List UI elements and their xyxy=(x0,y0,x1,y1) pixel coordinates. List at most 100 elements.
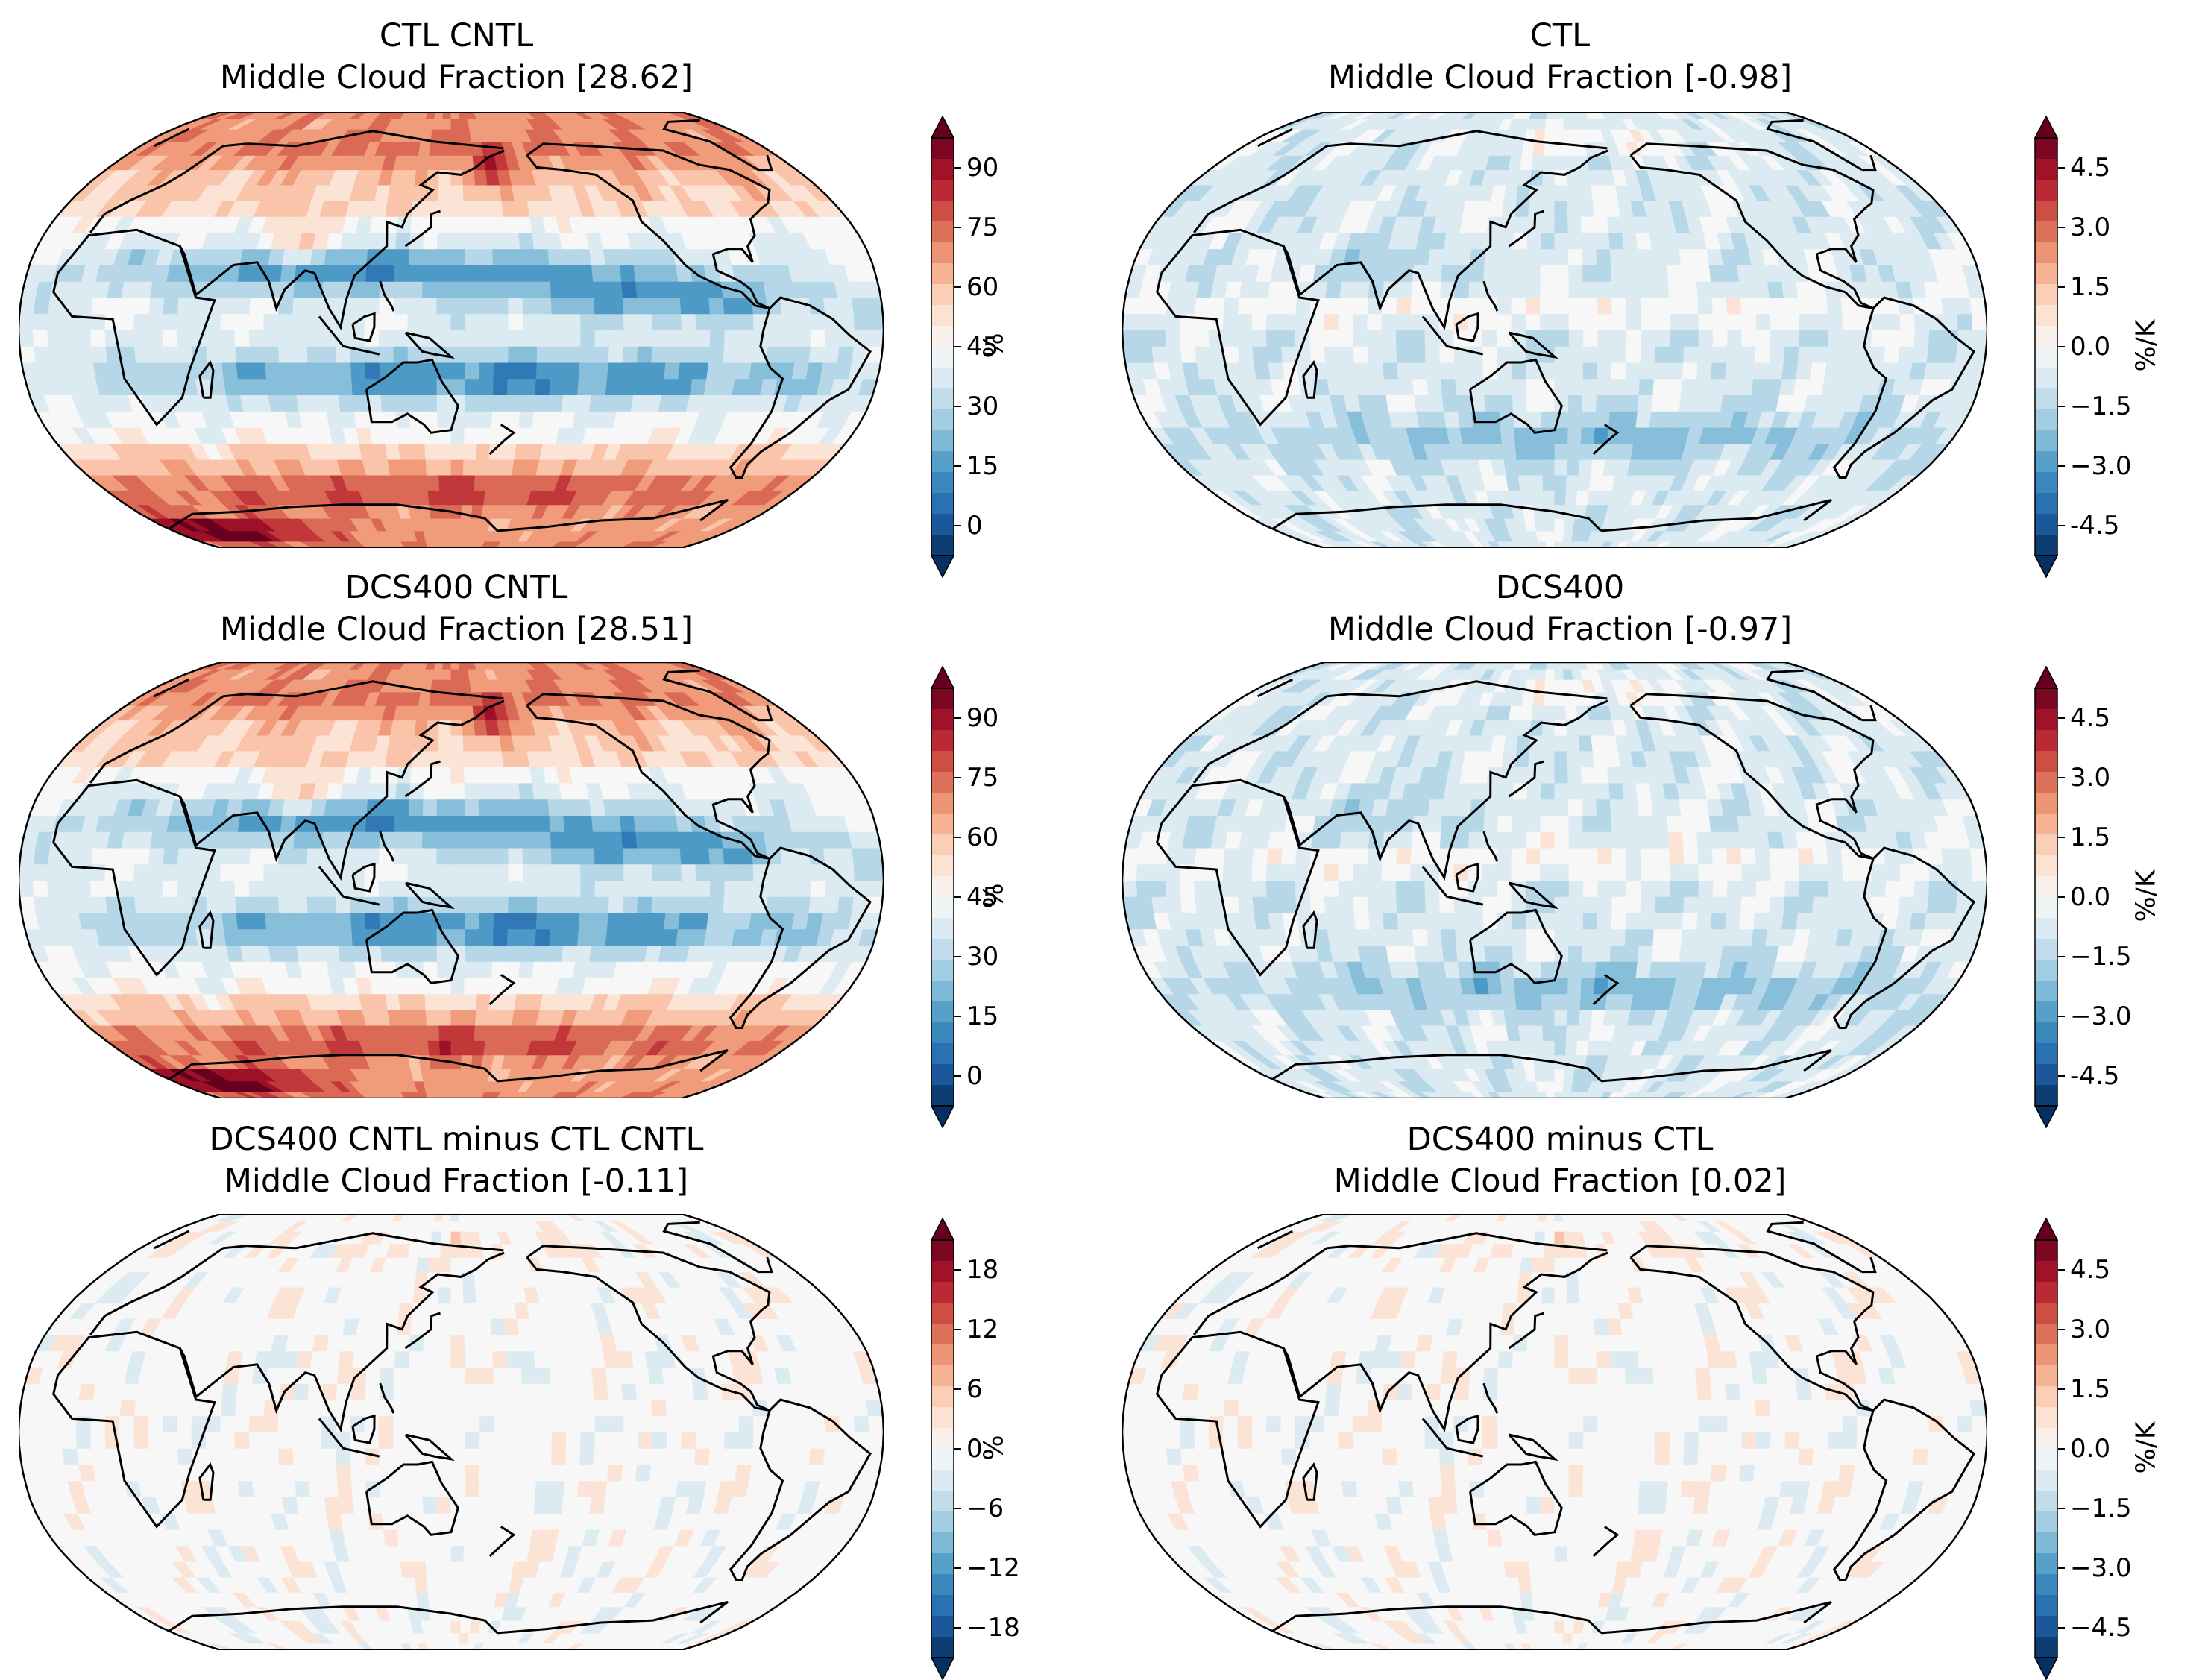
colorbar-segment xyxy=(931,159,954,180)
colorbar-segment xyxy=(931,876,954,898)
panel-title-line1: DCS400 CNTL minus CTL CNTL xyxy=(0,1119,978,1160)
colorbar-tick-mark xyxy=(954,1329,961,1330)
colorbar-segment xyxy=(2035,960,2057,981)
colorbar-segment xyxy=(931,201,954,222)
colorbar-segment xyxy=(931,1511,954,1533)
colorbar-extend-min xyxy=(2035,1658,2057,1679)
colorbar-tick-mark xyxy=(954,465,961,467)
colorbar-segment xyxy=(931,326,954,347)
field-cells xyxy=(19,1214,884,1650)
panel-title-line2: Middle Cloud Fraction [0.02] xyxy=(1038,1160,2082,1202)
colorbar-segment xyxy=(931,709,954,731)
colorbar-segment xyxy=(2035,1261,2057,1283)
colorbar-segment xyxy=(2035,751,2057,773)
colorbar-segment xyxy=(931,535,954,556)
colorbar-segment xyxy=(931,1637,954,1658)
colorbar-segment xyxy=(2035,409,2057,431)
colorbar xyxy=(931,116,954,578)
colorbar-tick-mark xyxy=(954,837,961,838)
colorbar-tick-label: 90 xyxy=(966,703,998,733)
colorbar-segment xyxy=(931,1428,954,1450)
colorbar-tick-mark xyxy=(2058,896,2065,898)
colorbar-tick-mark xyxy=(954,286,961,288)
colorbar-extend-min xyxy=(931,1658,954,1679)
colorbar-segment xyxy=(931,1407,954,1429)
colorbar-tick-mark xyxy=(954,227,961,228)
colorbar xyxy=(2034,666,2058,1128)
colorbar-segment xyxy=(931,1282,954,1303)
panel-title-line1: DCS400 CNTL xyxy=(0,567,978,608)
colorbar-segment xyxy=(931,1043,954,1065)
colorbar-segment xyxy=(2035,918,2057,940)
colorbar-segment xyxy=(2035,138,2057,160)
colorbar-segment xyxy=(2035,1240,2057,1262)
colorbar-segment xyxy=(2035,159,2057,180)
colorbar-unit-label: % xyxy=(979,852,1010,941)
colorbar-tick-label: -4.5 xyxy=(2070,511,2119,541)
colorbar xyxy=(2034,116,2058,578)
colorbar-segment xyxy=(2035,772,2057,793)
colorbar-segment xyxy=(2035,688,2057,710)
colorbar-segment xyxy=(2035,981,2057,1002)
colorbar-tick-mark xyxy=(2058,777,2065,778)
colorbar-segment xyxy=(2035,1574,2057,1596)
colorbar-segment xyxy=(931,451,954,473)
colorbar-segment xyxy=(931,1344,954,1366)
colorbar-segment xyxy=(931,1261,954,1283)
field-cells xyxy=(19,662,884,1098)
colorbar-segment xyxy=(931,1324,954,1345)
colorbar-segment xyxy=(931,751,954,773)
colorbar-tick-label: 30 xyxy=(966,942,998,972)
colorbar-segment xyxy=(931,305,954,327)
colorbar-extend-max xyxy=(2035,116,2057,138)
colorbar-unit-label: %/K xyxy=(2131,852,2162,941)
colorbar-segment xyxy=(931,1365,954,1387)
colorbar-tick-label: −3.0 xyxy=(2070,1553,2132,1583)
colorbar-tick-label: −1.5 xyxy=(2070,1494,2132,1523)
colorbar-segment xyxy=(931,1386,954,1408)
colorbar-tick-label: 0.0 xyxy=(2070,1434,2110,1464)
colorbar-tick-mark xyxy=(954,1269,961,1271)
colorbar-tick-label: 30 xyxy=(966,391,998,421)
colorbar-tick-mark xyxy=(2058,1567,2065,1569)
colorbar-extend-max xyxy=(931,1218,954,1240)
colorbar-tick-label: 4.5 xyxy=(2070,1255,2110,1285)
colorbar-segment xyxy=(2035,730,2057,752)
colorbar-tick-label: -4.5 xyxy=(2070,1061,2119,1091)
colorbar-segment xyxy=(931,834,954,856)
colorbar-tick-label: −3.0 xyxy=(2070,1001,2132,1031)
colorbar-segment xyxy=(2035,1064,2057,1086)
colorbar-segment xyxy=(2035,855,2057,877)
colorbar-segment xyxy=(2035,1553,2057,1575)
colorbar-tick-mark xyxy=(2058,1448,2065,1450)
map-panel xyxy=(1122,662,1987,1098)
colorbar-tick-mark xyxy=(2058,1329,2065,1330)
colorbar-segment xyxy=(2035,1511,2057,1533)
colorbar-segment xyxy=(2035,1428,2057,1450)
colorbar-tick-mark xyxy=(2058,227,2065,228)
colorbar-tick-label: −1.5 xyxy=(2070,391,2132,421)
colorbar-extend-max xyxy=(931,667,954,688)
colorbar-segment xyxy=(931,409,954,431)
colorbar-segment xyxy=(2035,242,2057,264)
field-cells xyxy=(1122,112,1987,548)
colorbar-tick-label: 75 xyxy=(966,763,998,793)
panel-title-line1: CTL xyxy=(1038,15,2082,57)
colorbar-segment xyxy=(931,1449,954,1470)
colorbar-segment xyxy=(2035,1637,2057,1658)
colorbar-tick-label: 90 xyxy=(966,153,998,183)
colorbar-tick-mark xyxy=(2058,346,2065,347)
colorbar-segment xyxy=(2035,368,2057,389)
colorbar-segment xyxy=(2035,201,2057,222)
colorbar xyxy=(2034,1218,2058,1680)
colorbar-segment xyxy=(931,388,954,410)
colorbar-segment xyxy=(2035,1365,2057,1387)
colorbar-segment xyxy=(931,1303,954,1324)
colorbar-tick-label: 60 xyxy=(966,822,998,852)
colorbar-segment xyxy=(2035,1407,2057,1429)
colorbar-tick-label: −6 xyxy=(966,1494,1004,1523)
panel-title-line2: Middle Cloud Fraction [-0.98] xyxy=(1038,57,2082,98)
colorbar-tick-label: 15 xyxy=(966,1001,998,1031)
